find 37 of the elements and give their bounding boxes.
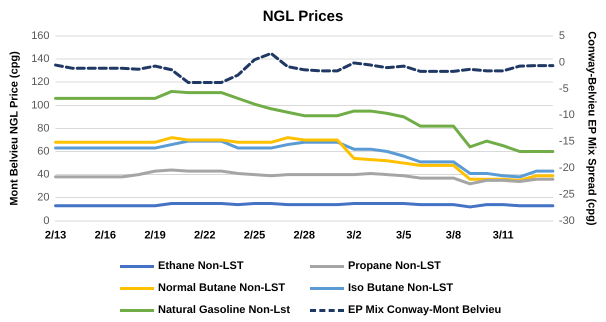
x-tick-label: 3/8 [446,229,462,242]
y-tick-label: 100 [31,99,50,112]
legend-label: Ethane Non-LST [158,260,244,272]
y-tick-label: 140 [31,53,50,66]
x-tick-label: 2/13 [44,229,66,242]
y-tick-label: 80 [37,122,50,134]
y2-tick-label: -15 [558,136,575,148]
legend-label: Propane Non-LST [348,260,441,272]
x-tick-label: 2/25 [244,229,266,242]
legend-label: Normal Butane Non-LST [158,282,286,294]
y-axis-title: Mont Belvieu NGL Price (cpg) [8,50,21,206]
y2-tick-label: -10 [558,109,575,122]
x-tick-label: 2/16 [94,229,116,242]
legend-label: Iso Butane Non-LST [348,282,454,294]
chart-title: NGL Prices [262,8,344,26]
x-tick-label: 3/2 [346,229,362,242]
y2-tick-label: -30 [558,214,575,227]
y-tick-label: 120 [31,76,50,88]
x-tick-label: 2/19 [144,229,166,242]
y-tick-label: 60 [37,146,50,158]
y-tick-label: 0 [43,214,50,227]
y2-tick-label: -5 [558,82,569,95]
y2-tick-label: -25 [558,188,575,200]
legend-label: EP Mix Conway-Mont Belvieu [348,304,502,316]
y2-tick-label: 5 [558,30,566,42]
y-tick-label: 20 [37,192,50,204]
y-tick-label: 40 [37,168,50,181]
line-series [54,52,554,84]
y2-tick-label: 0 [558,56,566,68]
legend-label: Natural Gasoline Non-Lst [158,304,290,316]
x-tick-label: 3/5 [396,229,412,242]
y-tick-label: 160 [31,30,50,42]
x-tick-label: 2/28 [294,229,315,242]
y2-axis-title: Conway-Belvieu EP Mix Spread (cpg) [585,31,598,226]
y2-tick-label: -20 [558,162,575,174]
x-tick-label: 3/11 [492,229,514,242]
x-tick-label: 2/22 [194,229,216,242]
